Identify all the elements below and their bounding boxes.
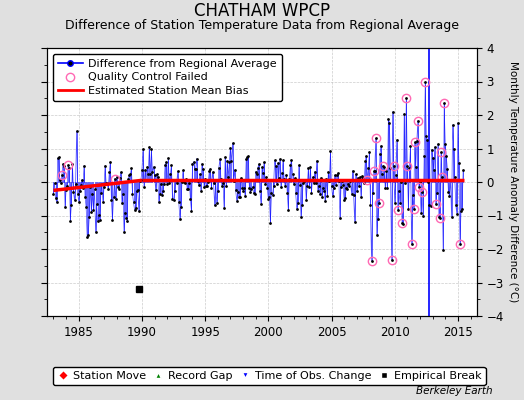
Text: Difference of Station Temperature Data from Regional Average: Difference of Station Temperature Data f… — [65, 19, 459, 32]
Text: CHATHAM WPCP: CHATHAM WPCP — [194, 2, 330, 20]
Text: Berkeley Earth: Berkeley Earth — [416, 386, 493, 396]
Legend: Station Move, Record Gap, Time of Obs. Change, Empirical Break: Station Move, Record Gap, Time of Obs. C… — [53, 366, 486, 386]
Y-axis label: Monthly Temperature Anomaly Difference (°C): Monthly Temperature Anomaly Difference (… — [508, 61, 518, 303]
